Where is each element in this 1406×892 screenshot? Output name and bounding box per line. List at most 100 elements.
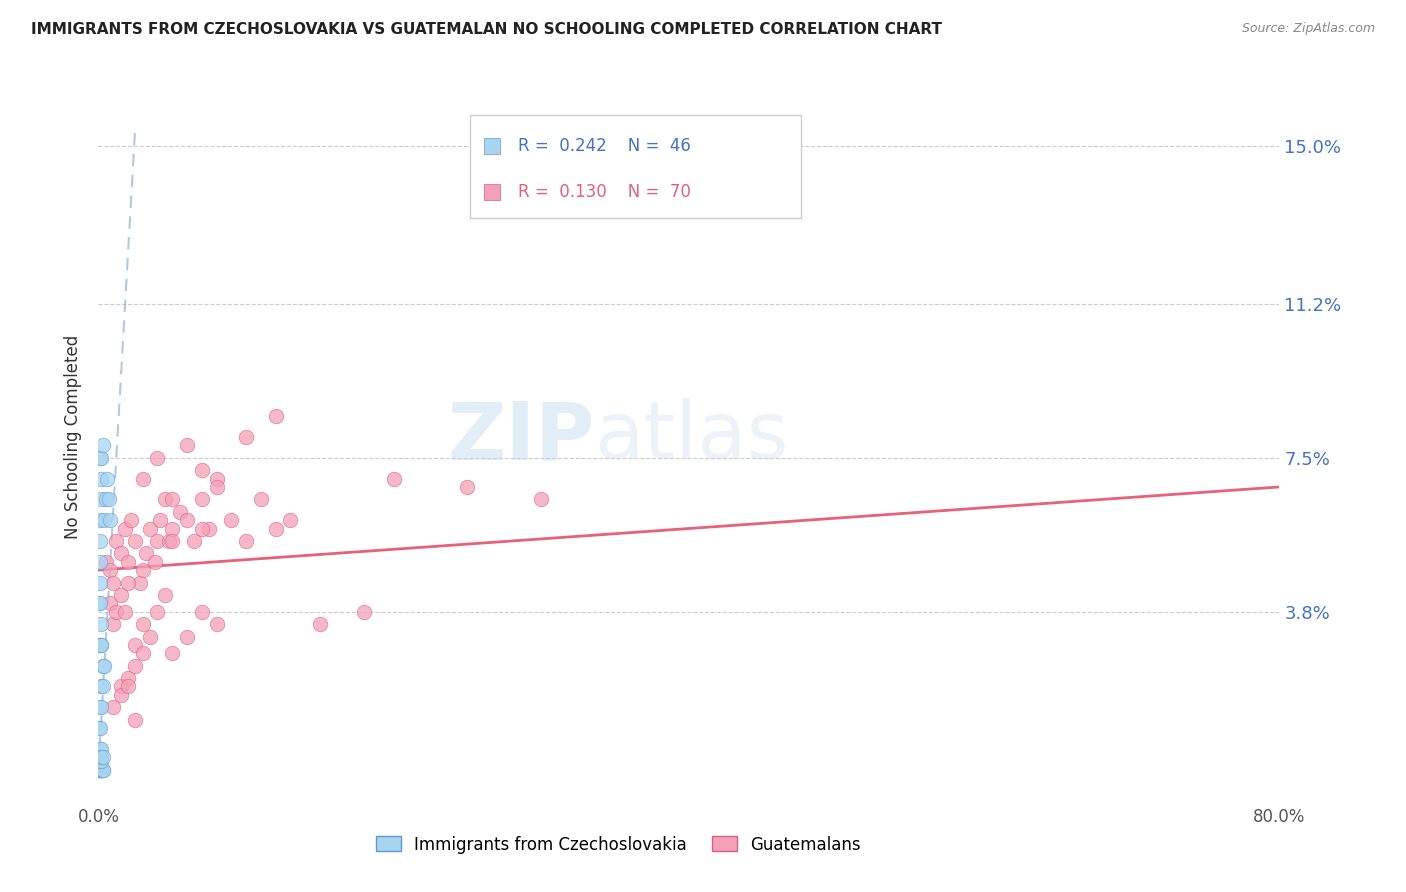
Point [89,555,111,569]
Point [205,472,228,486]
Point [198,521,221,535]
Point [89,596,111,610]
Point [105,605,128,619]
Point [90,741,112,756]
FancyBboxPatch shape [471,115,801,218]
Point [157,533,180,548]
Point [91,658,114,673]
Point [146,533,169,548]
Point [162,492,183,507]
Point [124,638,146,652]
Point [94,492,117,507]
Point [93,658,115,673]
Text: IMMIGRANTS FROM CZECHOSLOVAKIA VS GUATEMALAN NO SCHOOLING COMPLETED CORRELATION : IMMIGRANTS FROM CZECHOSLOVAKIA VS GUATEM… [31,22,942,37]
Point [105,533,128,548]
Point [117,680,139,694]
Point [89,450,111,465]
Point [91,438,114,452]
Text: Source: ZipAtlas.com: Source: ZipAtlas.com [1241,22,1375,36]
Point [90,763,112,777]
Point [93,513,115,527]
Point [89,513,111,527]
Point [117,555,139,569]
Point [96,472,118,486]
Text: ZIP: ZIP [447,398,595,476]
Point [146,605,169,619]
Point [89,721,111,735]
Point [309,617,332,632]
Point [176,513,198,527]
Point [221,513,243,527]
Point [90,638,112,652]
Point [110,680,132,694]
Point [89,763,111,777]
Point [90,750,112,764]
Point [135,546,157,560]
Point [124,713,146,727]
Point [89,638,111,652]
Point [91,680,114,694]
Point [98,596,121,610]
Point [110,688,132,702]
Point [353,605,375,619]
Point [90,754,112,768]
Point [132,563,155,577]
Point [89,750,111,764]
Point [89,533,111,548]
Point [191,521,214,535]
Point [124,533,146,548]
Point [162,521,183,535]
Point [114,605,136,619]
Point [89,763,111,777]
Point [89,721,111,735]
Point [90,617,112,632]
Point [110,546,132,560]
Point [132,617,155,632]
Point [90,763,112,777]
Point [110,588,132,602]
Point [139,521,162,535]
Point [103,700,125,714]
Point [97,492,120,507]
Point [176,630,198,644]
Point [205,617,228,632]
Point [91,763,114,777]
Point [89,741,111,756]
Point [90,450,112,465]
Point [205,480,228,494]
Point [89,638,111,652]
Point [162,646,183,660]
Point [89,763,111,777]
Point [382,472,405,486]
Text: R =  0.242    N =  46: R = 0.242 N = 46 [517,137,690,155]
Point [98,563,121,577]
Point [90,638,112,652]
Text: atlas: atlas [595,398,789,476]
Point [89,596,111,610]
Point [139,630,162,644]
Point [176,438,198,452]
Point [114,521,136,535]
Point [117,671,139,685]
Point [91,763,114,777]
Y-axis label: No Schooling Completed: No Schooling Completed [65,335,83,539]
Point [191,463,214,477]
Point [264,409,287,424]
Point [90,763,112,777]
Text: R =  0.130    N =  70: R = 0.130 N = 70 [517,183,690,201]
Point [146,450,169,465]
Point [149,513,172,527]
Point [132,472,155,486]
Point [169,505,191,519]
Point [90,700,112,714]
Point [153,492,176,507]
Point [120,513,142,527]
Point [90,472,112,486]
Point [132,646,155,660]
Point [90,492,112,507]
Point [98,513,121,527]
Point [153,588,176,602]
Point [235,430,257,444]
Point [89,700,111,714]
Point [191,605,214,619]
